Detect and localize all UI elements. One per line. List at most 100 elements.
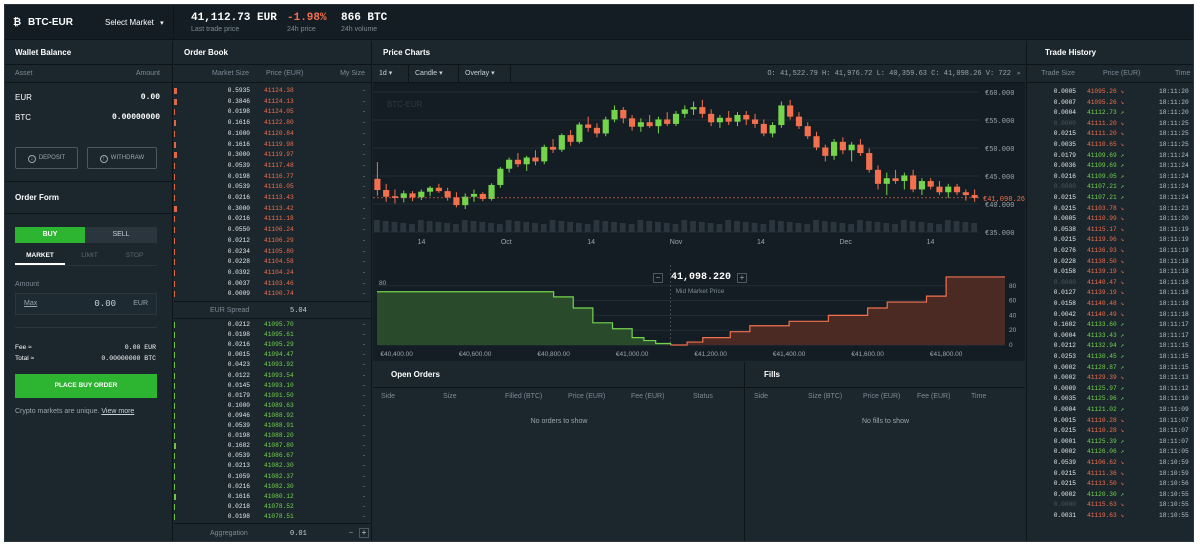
bids-row[interactable]: 0.0198 41078.51 - xyxy=(174,513,372,521)
volume-bar xyxy=(698,222,705,232)
asks-row[interactable]: 0.0009 41100.74 - xyxy=(174,290,372,298)
bids-row[interactable]: 0.0179 41091.50 - xyxy=(174,392,372,400)
trade-time: 18:10:55 xyxy=(1159,512,1189,519)
trade-size: 0.0015 xyxy=(1053,416,1076,424)
asks-row[interactable]: 0.0216 41113.43 - xyxy=(174,194,372,202)
bids-row[interactable]: 0.0423 41093.92 - xyxy=(174,361,372,369)
bids-row[interactable]: 0.1059 41082.37 - xyxy=(174,473,372,481)
candlestick-chart[interactable]: BTC-EUR €60.000 €55.000 €50.000 €45.000 €40.… xyxy=(373,84,1025,264)
bids-row[interactable]: 0.0216 41095.29 - xyxy=(174,341,372,349)
depth-x-tick-label: €41,600.00 xyxy=(851,351,884,358)
asks-row[interactable]: 0.0550 41106.24 - xyxy=(174,226,372,234)
arrow-down-icon: ↘ xyxy=(1116,512,1125,519)
market-size: 0.1616 xyxy=(227,140,250,148)
deposit-button[interactable]: ↓ DEPOSIT xyxy=(15,147,78,169)
depth-x-tick-label: €40,800.00 xyxy=(537,351,570,358)
select-market-button[interactable]: Select Market ▾ xyxy=(105,18,164,27)
volume-bar xyxy=(690,221,696,232)
market-size: 0.3846 xyxy=(227,97,250,105)
amount-input[interactable]: Max 0.00 EUR xyxy=(15,293,157,315)
wallet-asset: BTC xyxy=(15,113,31,122)
volume-bar xyxy=(409,224,415,232)
chevron-down-icon: ▾ xyxy=(388,70,393,77)
my-size: - xyxy=(362,204,366,212)
asks-row[interactable]: 0.3000 41119.97 - xyxy=(174,151,372,159)
asks-row[interactable]: 0.1616 41122.80 - xyxy=(174,119,372,127)
aggregation-plus-button[interactable]: + xyxy=(359,528,369,538)
withdraw-button[interactable]: ↑ WITHDRAW xyxy=(87,147,157,169)
top-bar: ₿ BTC-EUR Select Market ▾ 41,112.73 EUR L… xyxy=(5,5,1193,40)
trade-list: 0.0005 41095.26 ↘ 18:11:20 0.0007 41095.26 ↘… xyxy=(1027,86,1193,541)
bids-row[interactable]: 0.0015 41094.47 - xyxy=(174,351,372,359)
trade-row: 0.0212 41132.94 ↗ 18:11:15 xyxy=(1027,342,1193,351)
pair-label: BTC-EUR xyxy=(28,17,73,28)
bids-row[interactable]: 0.0145 41093.10 - xyxy=(174,382,372,390)
asks-row[interactable]: 0.0234 41105.80 - xyxy=(174,248,372,256)
bids-row[interactable]: 0.1682 41087.80 - xyxy=(174,442,372,450)
size-bar xyxy=(174,291,175,298)
place-buy-order-button[interactable]: PLACE BUY ORDER xyxy=(15,374,157,398)
asks-row[interactable]: 0.0539 41117.48 - xyxy=(174,162,372,170)
view-more-link[interactable]: View more xyxy=(101,408,135,415)
asks-row[interactable]: 0.0228 41104.58 - xyxy=(174,258,372,266)
market-pair[interactable]: ₿ BTC-EUR xyxy=(13,17,73,28)
tab-limit[interactable]: LIMIT xyxy=(81,252,98,259)
bids-row[interactable]: 0.0198 41088.20 - xyxy=(174,432,372,440)
asks-row[interactable]: 0.0216 41111.18 - xyxy=(174,215,372,223)
asks-row[interactable]: 0.1616 41119.98 - xyxy=(174,141,372,149)
market-size: 0.0539 xyxy=(227,183,250,191)
trade-size: 0.0158 xyxy=(1053,268,1076,276)
aggregation-minus-button[interactable]: − xyxy=(348,528,354,537)
asks-row[interactable]: 0.0212 41106.29 - xyxy=(174,237,372,245)
overlay-label: Overlay xyxy=(465,70,490,77)
asks-row[interactable]: 0.0037 41103.46 - xyxy=(174,280,372,288)
trade-price-text: 41139.19 xyxy=(1087,289,1117,297)
play-icon[interactable]: ▸ xyxy=(1017,70,1021,77)
chart-style-select[interactable]: Candle ▾ xyxy=(409,65,459,83)
arrow-up-icon: ↗ xyxy=(1116,490,1125,498)
depth-chart[interactable]: 808060604040202000€40,400.00€40,600.00€4… xyxy=(373,265,1025,361)
candle-body xyxy=(918,181,925,190)
my-size: - xyxy=(362,401,366,409)
volume-bar xyxy=(479,222,486,232)
asks-row[interactable]: 0.0198 41116.77 - xyxy=(174,173,372,181)
bids-row[interactable]: 0.0198 41095.61 - xyxy=(174,331,372,339)
asks-row[interactable]: 0.0198 41124.05 - xyxy=(174,108,372,116)
bids-row[interactable]: 0.1000 41089.63 - xyxy=(174,402,372,410)
tab-market[interactable]: MARKET xyxy=(26,252,54,259)
trade-time: 18:11:25 xyxy=(1159,141,1189,148)
size-bar xyxy=(174,120,176,127)
bids-row[interactable]: 0.0946 41088.92 - xyxy=(174,412,372,420)
bids-row[interactable]: 0.0216 41082.30 - xyxy=(174,483,372,491)
asks-row[interactable]: 0.0392 41104.24 - xyxy=(174,269,372,277)
my-size: - xyxy=(362,432,366,440)
trade-size: 0.0539 xyxy=(1053,459,1076,466)
zoom-out-button[interactable]: − xyxy=(653,273,663,283)
mid-price-label: Mid Market Price xyxy=(675,288,725,295)
bids-row[interactable]: 0.1616 41080.12 - xyxy=(174,493,372,501)
candle-body xyxy=(901,175,908,182)
my-size: - xyxy=(362,226,366,234)
size-bar xyxy=(174,412,175,419)
bids-row[interactable]: 0.0218 41078.52 - xyxy=(174,503,372,511)
sell-tab[interactable]: SELL xyxy=(85,227,157,243)
buy-tab[interactable]: BUY xyxy=(15,227,85,243)
asks-row[interactable]: 0.3000 41113.42 - xyxy=(174,205,372,213)
asks-row[interactable]: 0.0539 41116.05 - xyxy=(174,183,372,191)
asks-row[interactable]: 0.3846 41124.13 - xyxy=(174,98,372,106)
asks-row[interactable]: 0.5935 41124.38 - xyxy=(174,87,372,95)
bids-row[interactable]: 0.0122 41093.54 - xyxy=(174,372,372,380)
overlay-select[interactable]: Overlay ▾ xyxy=(459,65,511,83)
volume-bar xyxy=(453,224,459,232)
max-link[interactable]: Max xyxy=(24,300,38,307)
zoom-in-button[interactable]: + xyxy=(737,273,747,283)
interval-select[interactable]: 1d ▾ xyxy=(373,65,409,83)
asks-row[interactable]: 0.1000 41120.84 - xyxy=(174,130,372,138)
tab-stop[interactable]: STOP xyxy=(125,252,144,259)
bids-row[interactable]: 0.0539 41088.91 - xyxy=(174,422,372,430)
bids-row[interactable]: 0.0212 41095.70 - xyxy=(174,321,372,329)
trade-row: 0.0000 41115.63 ↘ 18:10:55 xyxy=(1027,501,1193,510)
bids-row[interactable]: 0.0213 41082.30 - xyxy=(174,462,372,470)
volume-bar xyxy=(839,223,846,232)
bids-row[interactable]: 0.0539 41086.67 - xyxy=(174,452,372,460)
